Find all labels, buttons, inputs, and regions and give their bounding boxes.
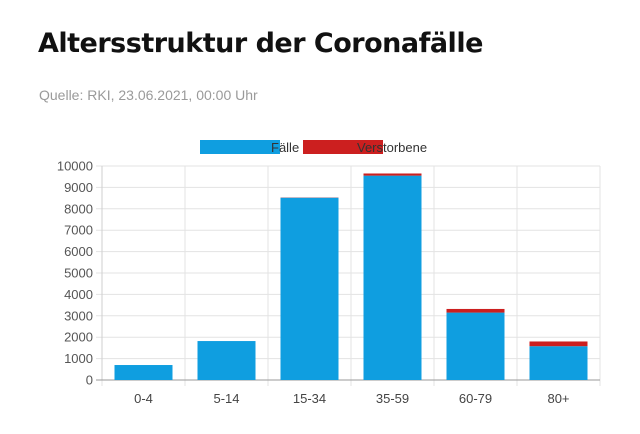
y-tick-label: 0 (86, 373, 93, 388)
x-tick-label: 80+ (547, 391, 569, 406)
legend-swatch-verstorbene (303, 140, 383, 154)
x-tick-label: 60-79 (459, 391, 492, 406)
legend-swatch-fälle (200, 140, 280, 154)
y-tick-label: 1000 (64, 351, 93, 366)
y-tick-label: 7000 (64, 223, 93, 238)
y-tick-label: 2000 (64, 330, 93, 345)
x-tick-label: 0-4 (134, 391, 153, 406)
bar-fälle-60-79 (446, 312, 505, 380)
source-note: Quelle: RKI, 23.06.2021, 00:00 Uhr (39, 87, 258, 103)
bar-verstorbene-60-79 (446, 308, 505, 313)
bar-verstorbene-35-59 (363, 173, 422, 176)
bar-fälle-35-59 (363, 175, 422, 380)
y-tick-label: 8000 (64, 201, 93, 216)
y-tick-label: 9000 (64, 180, 93, 195)
bar-fälle-0-4 (114, 365, 173, 380)
bar-verstorbene-80+ (529, 341, 588, 347)
chart-title: Altersstruktur der Coronafälle (38, 28, 483, 59)
y-tick-label: 4000 (64, 287, 93, 302)
y-tick-label: 10000 (57, 159, 93, 174)
bar-series (114, 173, 588, 380)
y-tick-label: 5000 (64, 266, 93, 281)
bar-fälle-80+ (529, 346, 588, 380)
y-tick-label: 6000 (64, 244, 93, 259)
x-axis-ticks: 0-4 5-14 15-34 35-59 60-79 80+ (134, 391, 569, 406)
bar-fälle-5-14 (197, 341, 256, 380)
y-axis-ticks: 0 1000 2000 3000 4000 5000 6000 7000 8000 9000 100… (57, 159, 93, 388)
y-tick-label: 3000 (64, 308, 93, 323)
x-tick-label: 15-34 (293, 391, 326, 406)
bar-fälle-15-34 (280, 197, 339, 380)
grid-lines (96, 165, 601, 386)
x-tick-label: 35-59 (376, 391, 409, 406)
legend-label: Fälle (271, 140, 299, 155)
x-tick-label: 5-14 (213, 391, 239, 406)
legend-label: Verstorbene (357, 140, 427, 155)
legend: Fälle Verstorbene (200, 140, 427, 155)
